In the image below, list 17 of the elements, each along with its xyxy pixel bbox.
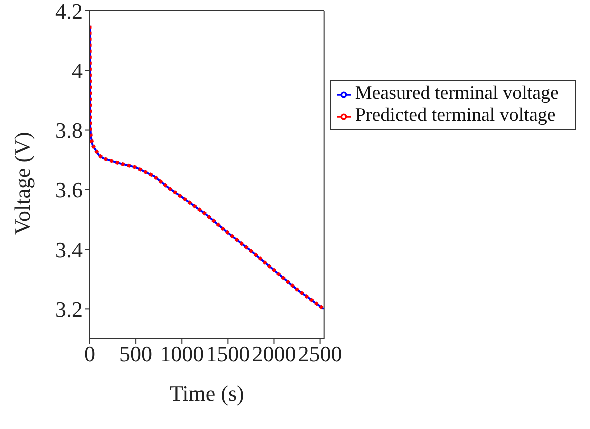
y-tick-label: 3.4 bbox=[56, 237, 83, 262]
x-tick-label: 1000 bbox=[160, 342, 204, 367]
x-tick-label: 2500 bbox=[298, 342, 342, 367]
x-tick-label: 500 bbox=[120, 342, 153, 367]
y-axis-title: Voltage (V) bbox=[10, 132, 35, 235]
legend-label: Predicted terminal voltage bbox=[355, 105, 556, 126]
y-tick-label: 4.2 bbox=[56, 0, 83, 24]
line-series bbox=[90, 24, 324, 310]
y-tick-label: 3.2 bbox=[56, 296, 83, 322]
x-tick-label: 0 bbox=[84, 342, 96, 367]
x-axis-title: Time (s) bbox=[170, 381, 244, 406]
x-tick-label: 1500 bbox=[206, 342, 250, 367]
legend-label: Measured terminal voltage bbox=[355, 83, 559, 104]
x-tick-label: 2000 bbox=[252, 342, 296, 367]
y-tick-label: 3.6 bbox=[56, 178, 83, 203]
y-tick-label: 4 bbox=[72, 58, 83, 84]
y-tick-label: 3.8 bbox=[56, 118, 83, 144]
